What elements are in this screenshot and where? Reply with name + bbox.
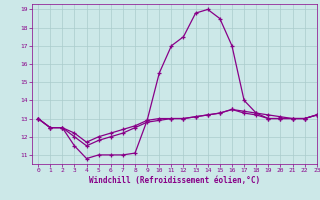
X-axis label: Windchill (Refroidissement éolien,°C): Windchill (Refroidissement éolien,°C): [89, 176, 260, 185]
